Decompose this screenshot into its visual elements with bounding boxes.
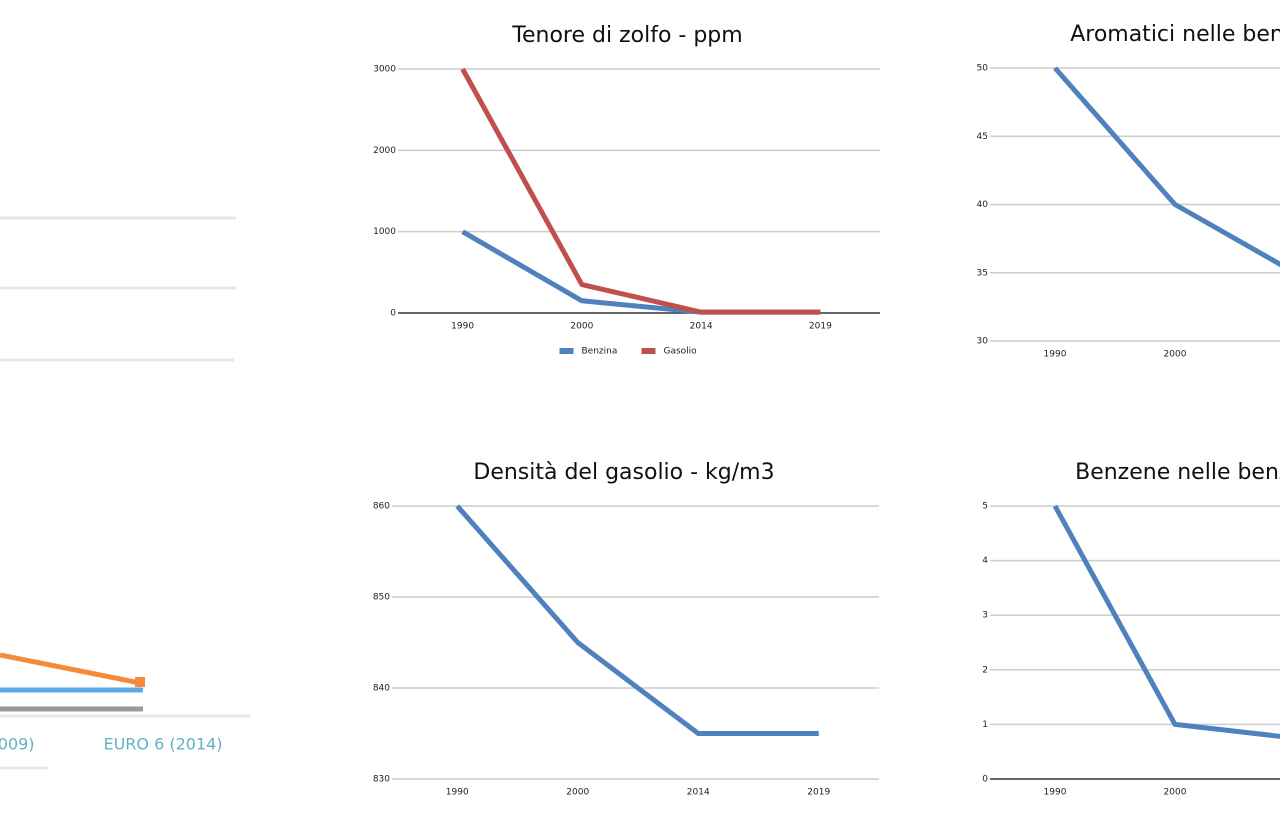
chart-title: Tenore di zolfo - ppm	[511, 23, 742, 48]
line	[1053, 66, 1280, 268]
x-tick-label: 2000	[570, 322, 593, 332]
legend-swatch	[641, 348, 656, 354]
legend-label: Gasolio	[664, 347, 698, 357]
y-tick-label: 40	[977, 200, 989, 210]
y-tick-label: 4	[982, 556, 988, 566]
x-tick-label: 2014	[687, 788, 710, 798]
y-tick-label: 3	[982, 611, 988, 621]
x-tick-label: 2000	[566, 788, 589, 798]
x-tick-label: 1990	[1044, 788, 1067, 798]
left-fragment: EURO 5 (2009) EURO 6 (2014)	[0, 216, 250, 770]
y-tick-label: 0	[982, 775, 988, 785]
line	[0, 652, 141, 686]
x-tick-label: EURO 5 (2009)	[0, 735, 35, 754]
y-tick-label: 0	[390, 309, 396, 319]
y-tick-label: 30	[977, 337, 989, 347]
y-tick-label: 2	[982, 665, 988, 675]
x-tick-label: 2014	[690, 322, 713, 332]
legend-label: Benzina	[582, 347, 618, 357]
line	[460, 67, 821, 315]
chart: Densità del gasolio - kg/m3 830 840 850 860 1…	[373, 460, 879, 798]
y-tick-label: 45	[977, 132, 988, 142]
x-tick-label: 2000	[1164, 788, 1187, 798]
y-tick-label: 50	[977, 64, 989, 74]
legend-swatch	[559, 348, 574, 354]
x-tick-label: 1990	[451, 322, 474, 332]
chart-title: Aromatici nelle benzine - %	[1070, 22, 1280, 47]
x-tick-label: 2019	[809, 322, 832, 332]
x-tick-label: 2019	[807, 788, 830, 798]
marker	[135, 677, 145, 687]
y-tick-label: 1000	[373, 227, 396, 237]
x-tick-label: 1990	[1044, 350, 1067, 360]
y-tick-label: 2000	[373, 146, 396, 156]
chart-title: Densità del gasolio - kg/m3	[473, 460, 774, 485]
y-tick-label: 1	[982, 720, 988, 730]
y-tick-label: 840	[373, 684, 390, 694]
line	[455, 504, 819, 736]
y-tick-label: 3000	[373, 65, 396, 75]
chart: Tenore di zolfo - ppm 0 1000 2000 3000 1990 20…	[373, 23, 880, 357]
x-tick-label: 1990	[446, 788, 469, 798]
line	[1052, 504, 1280, 739]
y-tick-label: 35	[977, 268, 988, 278]
x-tick-label: 2000	[1164, 350, 1187, 360]
x-tick-label: EURO 6 (2014)	[103, 735, 222, 754]
y-tick-label: 850	[373, 593, 390, 603]
chart: Benzene nelle benzine - %012345199020002…	[982, 460, 1280, 798]
chart-title: Benzene nelle benzine - %	[1075, 460, 1280, 485]
y-tick-label: 5	[982, 502, 988, 512]
y-tick-label: 860	[373, 502, 390, 512]
chart: Aromatici nelle benzine - % 30 35 40 45 50 199…	[977, 22, 1280, 360]
y-tick-label: 830	[373, 775, 390, 785]
